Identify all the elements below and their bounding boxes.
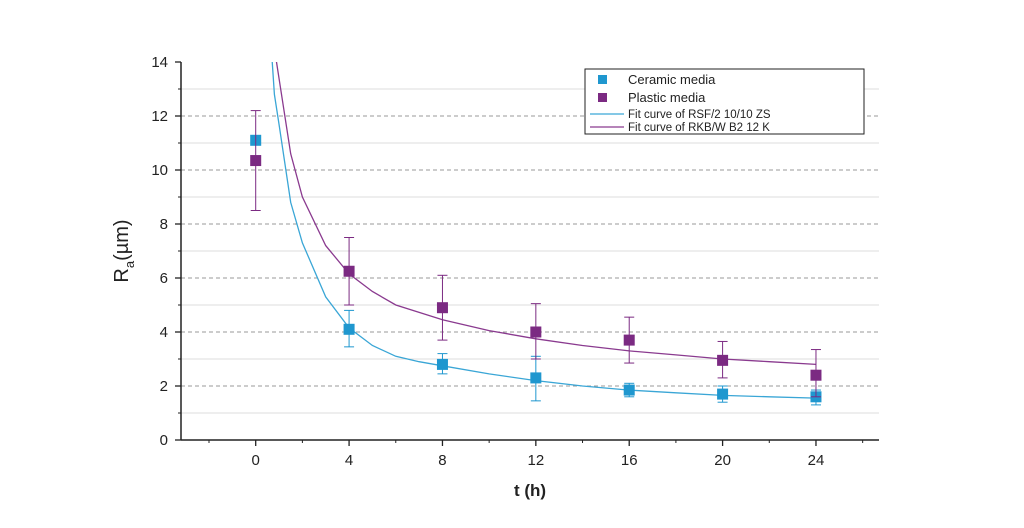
data-points (250, 110, 822, 406)
legend-label-ceramic: Ceramic media (628, 72, 716, 87)
x-tick-label: 12 (527, 452, 544, 469)
y-tick-label: 6 (160, 270, 168, 287)
legend: Ceramic media Plastic media Fit curve of… (584, 68, 865, 135)
x-tick-label: 24 (808, 452, 825, 469)
y-axis-title-unit: (µm) (111, 219, 133, 261)
data-point-ceramic (343, 323, 355, 335)
data-point-plastic (436, 302, 448, 314)
y-axis-title-main: R (111, 268, 133, 282)
y-axis-title-sub: a (122, 260, 137, 268)
data-point-plastic (623, 334, 635, 346)
y-tick-label: 14 (151, 54, 168, 71)
y-tick-label: 2 (160, 378, 168, 395)
data-point-ceramic (717, 388, 729, 400)
legend-marker-ceramic (598, 75, 607, 84)
legend-label-plastic: Plastic media (628, 90, 706, 105)
x-tick-label: 20 (714, 452, 731, 469)
y-tick-label: 12 (151, 108, 168, 125)
x-axis-title: t (h) (514, 481, 546, 500)
data-point-ceramic (436, 358, 448, 370)
data-point-plastic (810, 369, 822, 381)
y-tick-label: 4 (160, 324, 168, 341)
data-point-plastic (530, 326, 542, 338)
data-point-ceramic (530, 372, 542, 384)
fit-curve-1 (271, 62, 817, 399)
y-axis-title: Ra(µm) (111, 219, 137, 282)
legend-box (584, 68, 865, 135)
data-point-ceramic (623, 384, 635, 396)
legend-label-fit-ceramic: Fit curve of RSF/2 10/10 ZS (628, 109, 771, 121)
x-tick-label: 0 (252, 452, 260, 469)
x-tick-label: 4 (345, 452, 353, 469)
y-tick-label: 0 (160, 432, 168, 449)
y-tick-label: 8 (160, 216, 168, 233)
y-tick-label: 10 (151, 162, 168, 179)
data-point-plastic (343, 265, 355, 277)
data-point-plastic (250, 155, 262, 167)
legend-label-fit-plastic: Fit curve of RKB/W B2 12 K (628, 122, 770, 134)
data-point-plastic (717, 354, 729, 366)
legend-marker-plastic (598, 93, 607, 102)
x-tick-label: 16 (621, 452, 638, 469)
x-tick-label: 8 (438, 452, 446, 469)
